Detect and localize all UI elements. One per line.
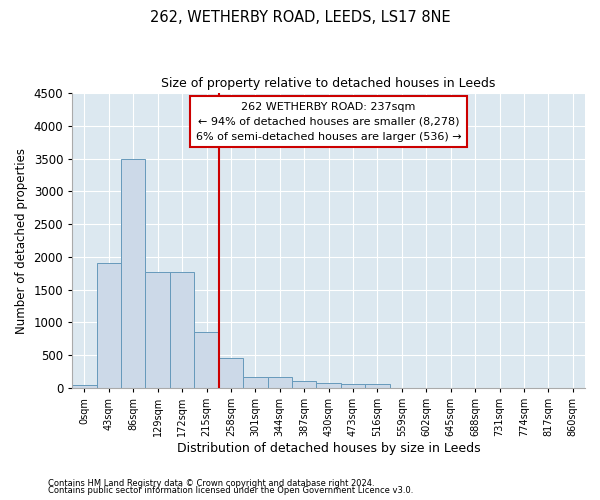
Text: 262, WETHERBY ROAD, LEEDS, LS17 8NE: 262, WETHERBY ROAD, LEEDS, LS17 8NE (149, 10, 451, 25)
Bar (341, 384, 365, 388)
Bar (316, 384, 341, 388)
X-axis label: Distribution of detached houses by size in Leeds: Distribution of detached houses by size … (177, 442, 481, 455)
Text: Contains public sector information licensed under the Open Government Licence v3: Contains public sector information licen… (48, 486, 413, 495)
Bar (170, 272, 194, 388)
Bar (268, 376, 292, 388)
Text: 262 WETHERBY ROAD: 237sqm
← 94% of detached houses are smaller (8,278)
6% of sem: 262 WETHERBY ROAD: 237sqm ← 94% of detac… (196, 102, 461, 142)
Y-axis label: Number of detached properties: Number of detached properties (15, 148, 28, 334)
Bar (243, 376, 268, 388)
Bar (219, 358, 243, 388)
Bar (97, 264, 121, 388)
Bar (145, 272, 170, 388)
Text: Contains HM Land Registry data © Crown copyright and database right 2024.: Contains HM Land Registry data © Crown c… (48, 478, 374, 488)
Bar (121, 158, 145, 388)
Bar (194, 332, 219, 388)
Title: Size of property relative to detached houses in Leeds: Size of property relative to detached ho… (161, 78, 496, 90)
Bar (292, 382, 316, 388)
Bar (72, 385, 97, 388)
Bar (365, 384, 389, 388)
